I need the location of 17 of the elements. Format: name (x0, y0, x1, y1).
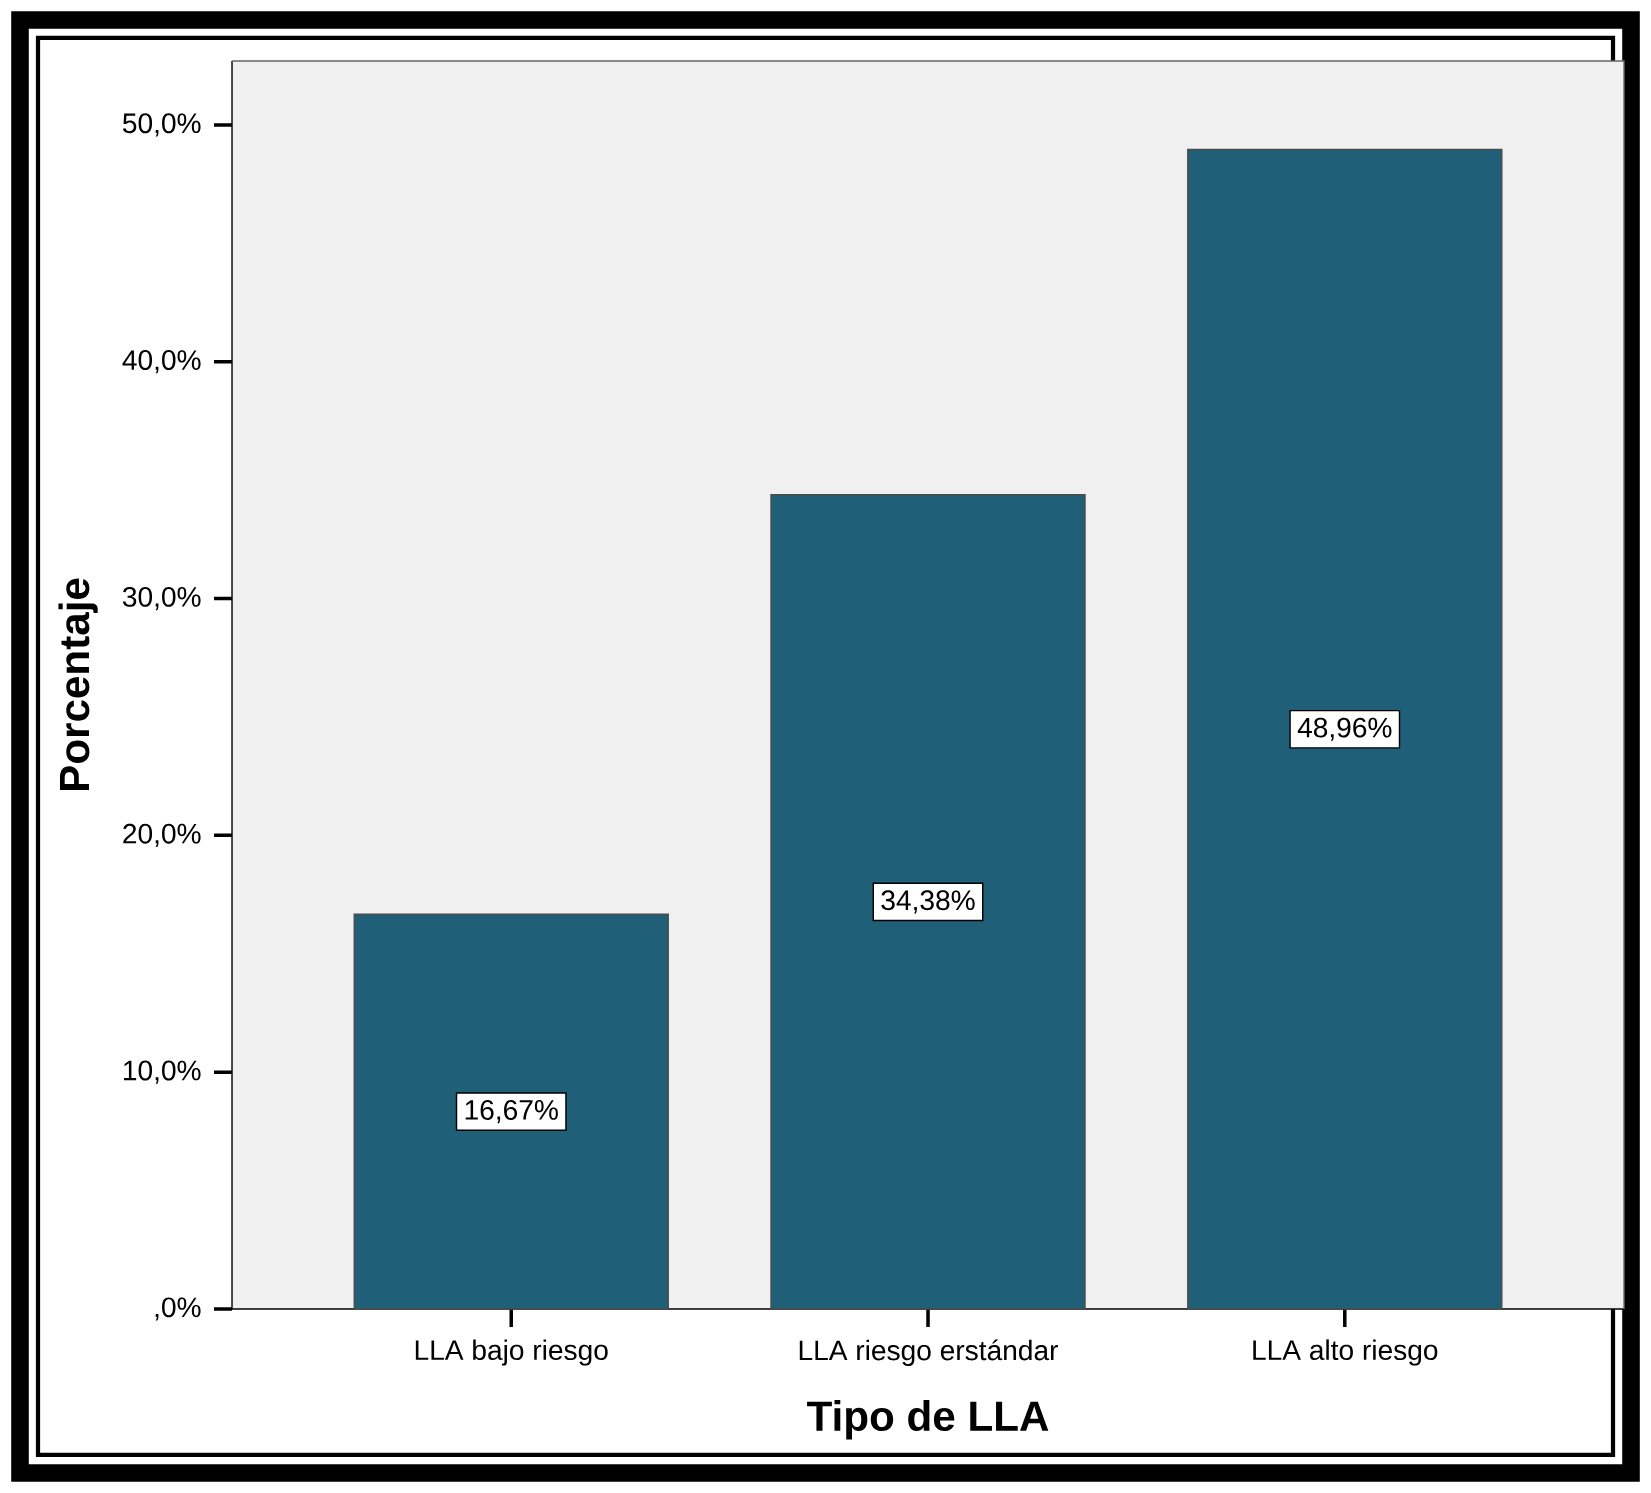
data-label: 48,96% (1297, 717, 1392, 741)
bar (353, 913, 669, 1310)
x-tick-label: LLA riesgo erstándar (799, 1339, 1058, 1366)
y-tick-label: 30,0% (122, 586, 201, 611)
y-axis-title: Porcentaje (58, 578, 98, 790)
y-tick-label: ,0% (155, 1297, 201, 1321)
bar (1187, 148, 1503, 1310)
y-tick-label: 20,0% (123, 823, 201, 847)
data-label: 34,38% (881, 890, 975, 914)
x-tick-label: LLA alto riesgo (1253, 1339, 1438, 1366)
data-label: 16,67% (465, 1099, 558, 1124)
y-tick-label: 50,0% (122, 113, 201, 137)
x-axis-title: Tipo de LLA (807, 1400, 1049, 1440)
bar (770, 494, 1086, 1310)
y-tick-label: 10,0% (124, 1060, 201, 1084)
y-tick-label: 40,0% (122, 350, 201, 374)
x-tick-label: LLA bajo riesgo (415, 1339, 608, 1366)
